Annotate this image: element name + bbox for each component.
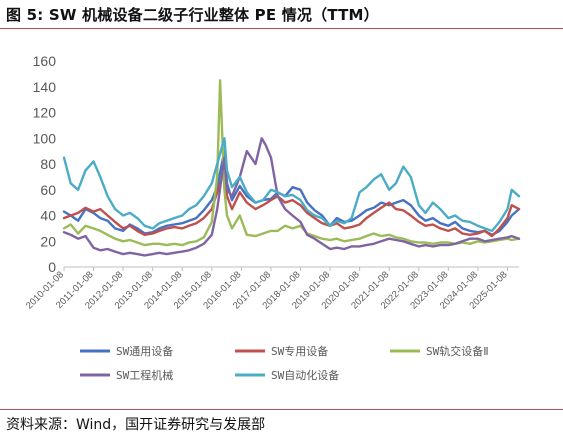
y-tick-label: 20 — [40, 233, 56, 249]
y-axis: 0 20 40 60 80 100 120 140 160 — [33, 53, 57, 275]
legend-label: SW工程机械 — [116, 368, 173, 382]
y-tick-label: 40 — [40, 208, 56, 224]
legend-label: SW自动化设备 — [271, 368, 339, 382]
legend-label: SW通用设备 — [116, 344, 173, 358]
title-divider — [0, 28, 563, 29]
y-tick-label: 60 — [40, 182, 56, 198]
y-tick-label: 140 — [33, 79, 57, 95]
series-line-1 — [62, 149, 521, 237]
x-axis: 2010-01-082011-01-082012-01-082013-01-08… — [24, 266, 519, 311]
y-tick-label: 120 — [33, 105, 57, 121]
source-divider — [0, 409, 563, 410]
y-tick-label: 0 — [48, 259, 56, 275]
series-line-4 — [62, 137, 521, 257]
source-note: 资料来源：Wind，国开证券研究与发展部 — [6, 417, 266, 433]
y-tick-label: 160 — [33, 53, 57, 69]
legend: SW通用设备 SW专用设备 SW轨交设备Ⅱ SW工程机械 SW自动化设备 — [80, 344, 489, 382]
series-line-2 — [62, 169, 521, 238]
series-line-3 — [62, 79, 521, 247]
figure-title: 图 5: SW 机械设备二级子行业整体 PE 情况（TTM） — [6, 6, 379, 24]
legend-label: SW轨交设备Ⅱ — [426, 344, 489, 358]
plot-lines — [62, 79, 521, 257]
legend-label: SW专用设备 — [271, 344, 328, 358]
y-tick-label: 80 — [40, 156, 56, 172]
chart: 0 20 40 60 80 100 120 140 160 2010-01-082011-01-… — [24, 53, 521, 382]
series-line-5 — [62, 137, 521, 233]
y-tick-label: 100 — [33, 130, 57, 146]
